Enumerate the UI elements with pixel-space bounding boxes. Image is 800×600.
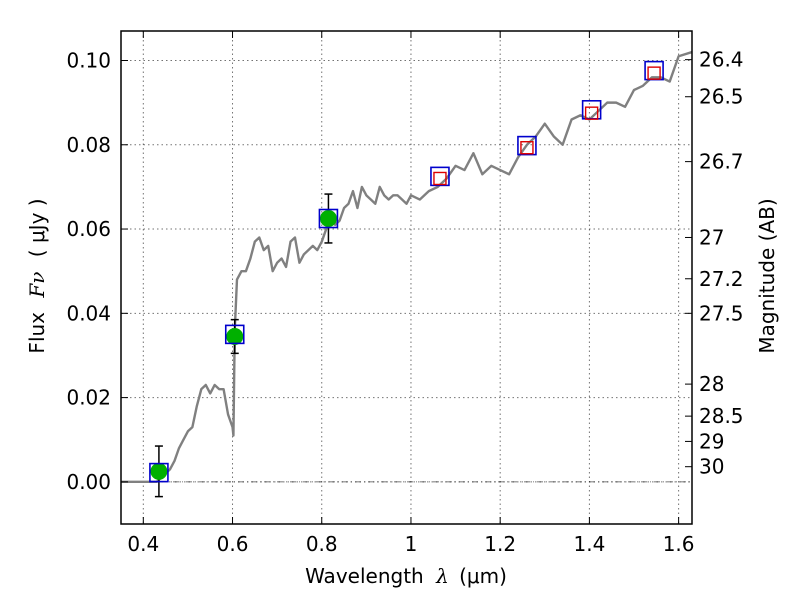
y-tick-label: 0.06 [66, 217, 111, 241]
model-photometry-square [318, 208, 339, 229]
model-photometry-square [430, 166, 450, 187]
x-tick-label: 0.4 [127, 532, 159, 556]
x-tick-label: 1.4 [573, 532, 605, 556]
y2-tick-label: 26.7 [699, 150, 744, 174]
y2-tick-label: 26.5 [699, 85, 744, 109]
x-axis-label: Wavelength λ (μm) [305, 564, 507, 588]
upper-photometry-square [520, 141, 534, 155]
y2-tick-label: 29 [699, 429, 724, 453]
model-photometry-square [149, 462, 169, 483]
x-axis-label-text: Wavelength [305, 564, 424, 588]
y-tick-label: 0.08 [66, 133, 111, 157]
y-tick-label: 0.00 [66, 470, 111, 494]
y-axis-label-text: Flux [25, 312, 49, 354]
x-axis-label-unit: (μm) [459, 564, 507, 588]
upper-photometry-square [647, 66, 661, 80]
x-tick-label: 0.6 [217, 532, 249, 556]
model-photometry-square [224, 324, 245, 345]
y2-tick-label: 27.2 [699, 267, 744, 291]
y2-tick-label: 30 [699, 455, 724, 479]
y-axis-label-symbol: Fν [25, 272, 49, 299]
x-tick-label: 1 [405, 532, 418, 556]
y2-tick-label: 27 [699, 225, 724, 249]
y2-tick-label: 26.4 [699, 48, 744, 72]
y-axis-label-unit: ( μJy ) [25, 198, 49, 257]
upper-photometry-square [433, 171, 447, 186]
y2-tick-label: 28 [699, 372, 724, 396]
observed-point [150, 462, 168, 480]
y-tick-label: 0.02 [66, 386, 111, 410]
observed-point [226, 327, 244, 345]
upper-photometry-square [584, 106, 599, 120]
x-tick-label: 1.2 [484, 532, 516, 556]
x-tick-label: 1.6 [663, 532, 695, 556]
y-tick-label: 0.04 [66, 301, 111, 325]
plot-frame [120, 30, 693, 525]
y-tick-label: 0.10 [66, 48, 111, 72]
photometry-points [149, 60, 664, 498]
y2-tick-label: 28.5 [699, 404, 744, 428]
tick-labels: 0.4 0.6 0.8 1 1.2 1.4 1.6 0.00 0.02 0.04 0.06 0.08 0… [66, 48, 743, 556]
y2-tick-label: 27.5 [699, 301, 744, 325]
axis-ticks [121, 31, 692, 524]
grid [121, 31, 692, 524]
model-spectrum [121, 50, 693, 484]
model-spectrum-line [121, 50, 693, 484]
observed-point [319, 210, 337, 228]
x-tick-label: 0.8 [306, 532, 338, 556]
y2-axis-label: Magnitude (AB) [755, 198, 779, 353]
y-axis-label: Flux Fν ( μJy ) [25, 198, 49, 353]
x-axis-label-symbol: λ [435, 564, 449, 588]
model-photometry-square [517, 135, 537, 156]
